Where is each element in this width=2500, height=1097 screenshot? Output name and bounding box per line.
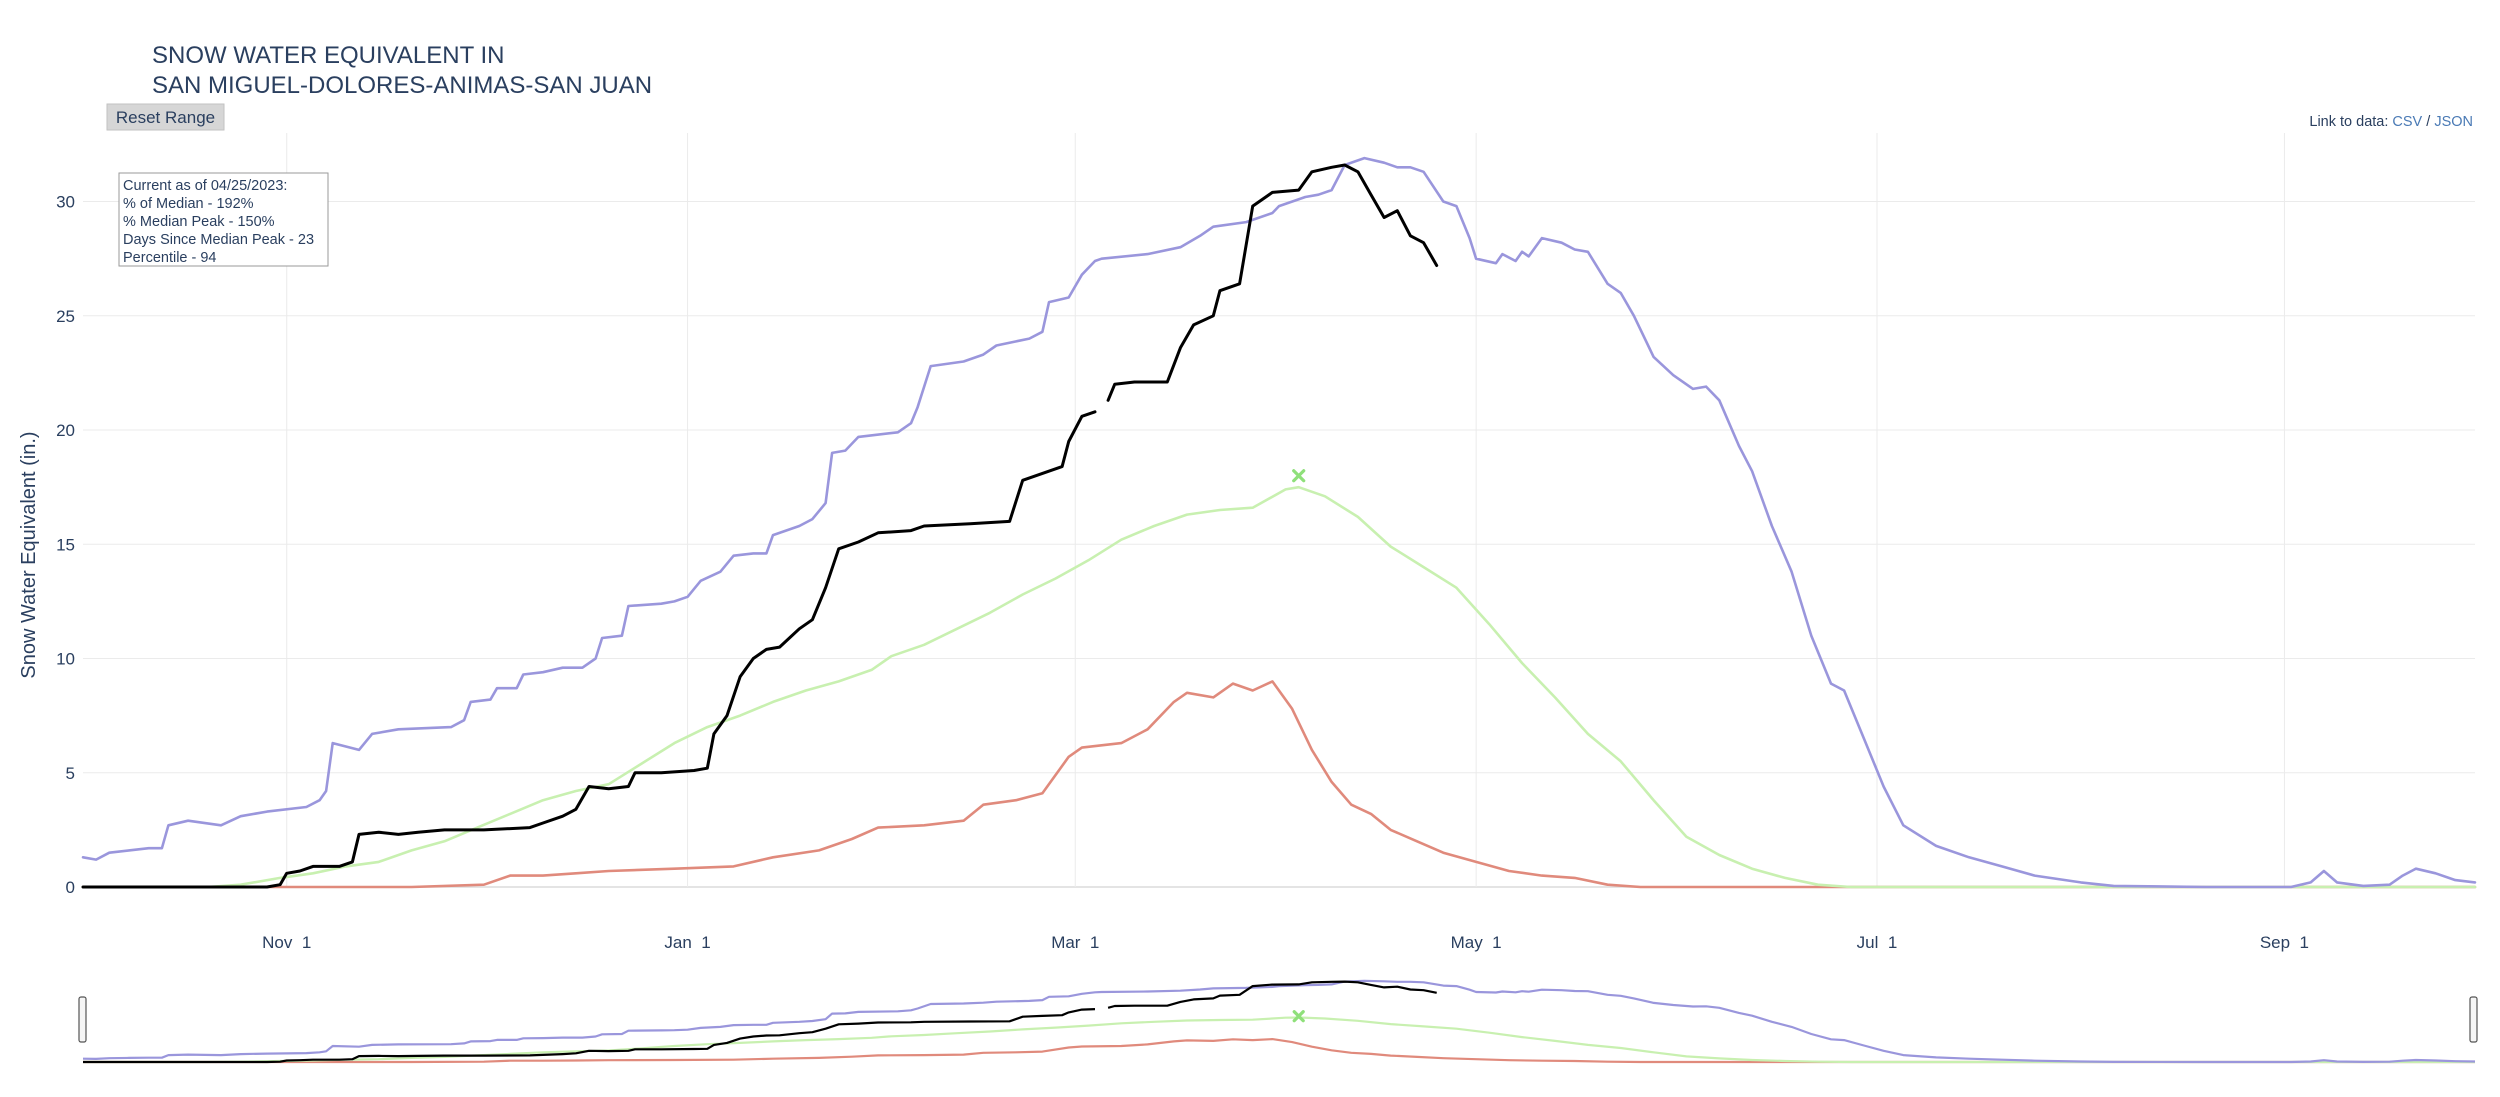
slider-line-current <box>83 980 1437 1064</box>
info-line-percentile: Percentile - 94 <box>123 250 217 266</box>
data-links: Link to data: CSV / JSON <box>2309 114 2473 130</box>
y-tick-label-0: 0 <box>66 878 75 897</box>
csv-link[interactable]: CSV <box>2392 114 2422 130</box>
info-line-pct-median: % of Median - 192% <box>123 196 254 212</box>
y-tick-label-20: 20 <box>56 421 75 440</box>
chart-title-line-1: SNOW WATER EQUIVALENT IN <box>152 42 504 69</box>
series-line-max <box>81 156 2477 889</box>
y-tick-label-10: 10 <box>56 650 75 669</box>
y-tick-label-30: 30 <box>56 193 75 212</box>
range-slider[interactable] <box>78 975 2478 1064</box>
y-tick-label-5: 5 <box>66 764 75 783</box>
info-line-days-since-peak: Days Since Median Peak - 23 <box>123 232 314 248</box>
x-tick-label-3: May 1 <box>1451 933 1502 952</box>
y-axis-title: Snow Water Equivalent (in.) <box>18 431 40 678</box>
json-link[interactable]: JSON <box>2434 114 2473 130</box>
slider-line-max <box>82 979 2476 1064</box>
series-line-current <box>81 163 1439 889</box>
range-slider-preview <box>82 979 2476 1064</box>
reset-range-button[interactable]: Reset Range <box>106 103 225 131</box>
grid-lines <box>83 133 2475 888</box>
reset-range-label: Reset Range <box>116 108 215 127</box>
x-axis: Nov 1 Jan 1 Mar 1 May 1 Jul 1 Sep 1 <box>262 933 2309 952</box>
x-tick-label-5: Sep 1 <box>2260 933 2309 952</box>
range-slider-handle-left[interactable] <box>78 996 87 1043</box>
link-separator: / <box>2426 114 2431 130</box>
series-line-min <box>81 680 2477 889</box>
info-box: Current as of 04/25/2023: % of Median - … <box>118 172 329 267</box>
info-line-pct-median-peak: % Median Peak - 150% <box>123 214 275 230</box>
x-tick-label-0: Nov 1 <box>262 933 311 952</box>
series-line-median <box>81 485 2477 889</box>
x-tick-label-2: Mar 1 <box>1051 933 1099 952</box>
x-tick-label-4: Jul 1 <box>1857 933 1898 952</box>
y-axis: 0 5 10 15 20 25 30 <box>56 193 75 897</box>
info-line-date: Current as of 04/25/2023: <box>123 178 287 194</box>
data-link-prefix: Link to data: <box>2309 114 2388 130</box>
chart-title-line-2: SAN MIGUEL-DOLORES-ANIMAS-SAN JUAN <box>152 72 652 99</box>
y-tick-label-15: 15 <box>56 535 75 554</box>
slider-line-min <box>83 1038 2475 1064</box>
x-tick-label-1: Jan 1 <box>664 933 710 952</box>
range-slider-handle-right[interactable] <box>2469 996 2478 1043</box>
slider-median-peak-marker <box>1292 1010 1305 1023</box>
plot-area <box>81 156 2477 889</box>
y-tick-label-25: 25 <box>56 307 75 326</box>
median-peak-marker <box>1292 469 1306 483</box>
